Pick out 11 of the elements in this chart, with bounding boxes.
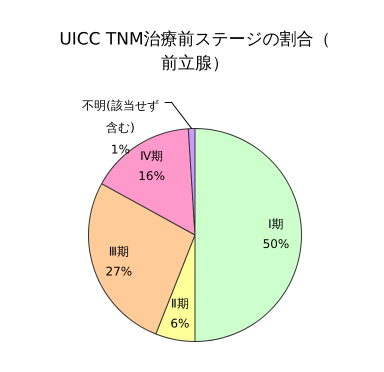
data-label: 16%: [138, 168, 165, 183]
data-label: 1%: [110, 142, 130, 157]
slice-label: 不明(該当せず含む): [82, 98, 159, 135]
slice-label: Ⅱ期: [170, 296, 189, 311]
data-label: 27%: [106, 264, 132, 279]
data-label: 6%: [170, 316, 190, 331]
slice-label: Ⅲ期: [108, 244, 129, 259]
slice-label: Ⅰ期: [268, 217, 284, 232]
slice-label: Ⅳ期: [140, 148, 164, 163]
data-label: 50%: [262, 237, 290, 252]
chart-title: UICC TNM治療前ステージの割合（前立腺）: [59, 29, 331, 74]
